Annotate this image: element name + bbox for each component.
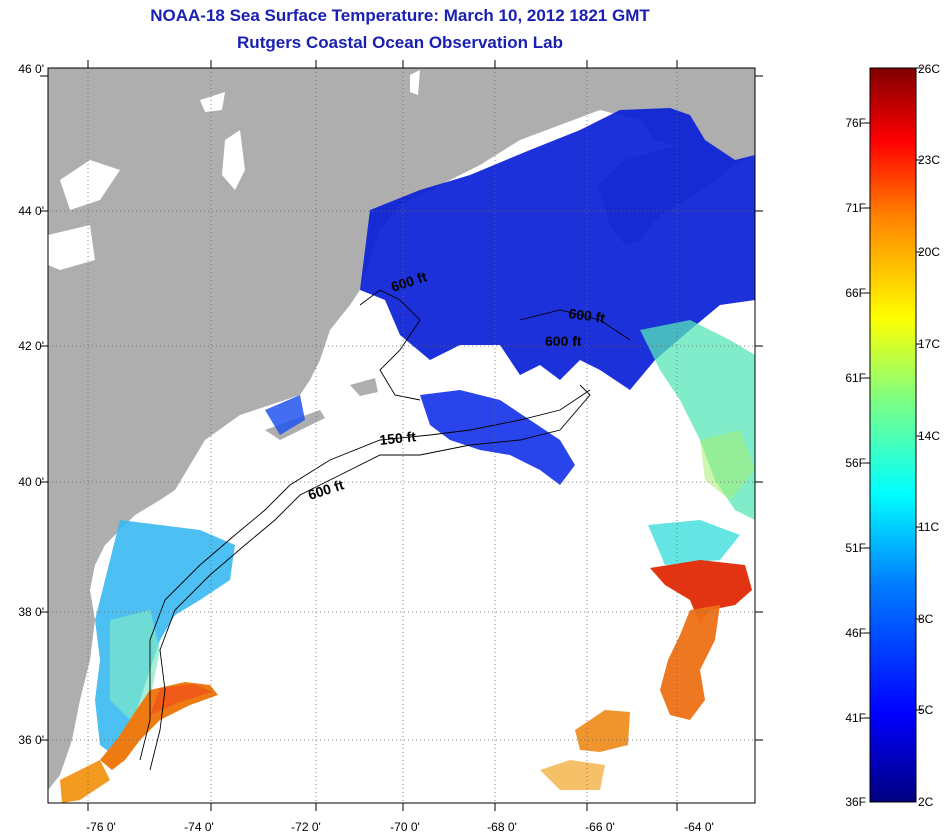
colorbar-f-label: 56F <box>845 456 866 470</box>
colorbar <box>869 67 917 803</box>
lon-label: -72 0' <box>291 820 321 834</box>
colorbar-f-label: 41F <box>845 711 866 725</box>
sst-slope-green <box>700 430 755 500</box>
lakes <box>48 70 420 270</box>
lat-label: 38 0' <box>18 605 44 619</box>
map-frame <box>47 67 756 804</box>
colorbar-f-label: 51F <box>845 541 866 555</box>
sst-gulf-stream-orange <box>660 605 720 720</box>
sst-warm-scatter <box>540 760 605 790</box>
colorbar-c-label: 26C <box>918 62 941 76</box>
axis-ticks <box>40 60 763 811</box>
sst-warm-outer-banks <box>60 760 110 803</box>
colorbar-c-label: 17C <box>918 337 941 351</box>
land-north-america <box>48 68 755 790</box>
colorbar-f-label: 36F <box>845 795 866 809</box>
sst-cold-ny-bight <box>265 395 305 435</box>
colorbar-c-label: 20C <box>918 245 941 259</box>
lon-label: -74 0' <box>184 820 214 834</box>
colorbar-ticks <box>864 67 922 719</box>
colorbar-c-label: 2C <box>918 795 934 809</box>
sst-warm-hatteras <box>100 682 218 770</box>
sst-warm-hatteras-core <box>150 684 212 715</box>
lat-lon-grid <box>48 68 755 803</box>
contour-label: 600 ft <box>568 305 607 326</box>
lat-label: 42 0' <box>18 339 44 353</box>
map-subtitle: Rutgers Coastal Ocean Observation Lab <box>237 33 563 52</box>
colorbar-f-label: 46F <box>845 626 866 640</box>
lat-label: 40 0' <box>18 475 44 489</box>
lat-label: 46 0' <box>18 62 44 76</box>
colorbar-c-label: 14C <box>918 429 941 443</box>
colorbar-f-label: 66F <box>845 286 866 300</box>
sst-cold-gulf-of-maine <box>360 108 755 390</box>
contour-label: 150 ft <box>379 428 417 448</box>
lon-label: -68 0' <box>487 820 517 834</box>
lat-label: 36 0' <box>18 733 44 747</box>
lat-label: 44 0' <box>18 204 44 218</box>
lon-label: -64 0' <box>684 820 714 834</box>
map-title: NOAA-18 Sea Surface Temperature: March 1… <box>150 6 650 25</box>
sst-mid-atlantic-inner <box>110 610 160 720</box>
sst-warm-eddy <box>575 710 630 752</box>
sst-slope-cyan <box>648 520 740 565</box>
colorbar-f-label: 61F <box>845 371 866 385</box>
colorbar-c-label: 11C <box>918 520 940 534</box>
lon-label: -76 0' <box>86 820 116 834</box>
colorbar-f-label: 71F <box>845 201 866 215</box>
sst-cold-georges-bank <box>420 390 575 485</box>
lon-label: -66 0' <box>585 820 615 834</box>
colorbar-c-label: 8C <box>918 612 934 626</box>
lon-label: -70 0' <box>390 820 420 834</box>
contour-label: 600 ft <box>545 333 582 349</box>
land-cape-cod <box>350 378 378 396</box>
sst-gulf-stream-east <box>650 560 752 625</box>
colorbar-c-label: 5C <box>918 703 934 717</box>
colorbar-c-label: 23C <box>918 153 941 167</box>
colorbar-f-label: 76F <box>845 116 866 130</box>
